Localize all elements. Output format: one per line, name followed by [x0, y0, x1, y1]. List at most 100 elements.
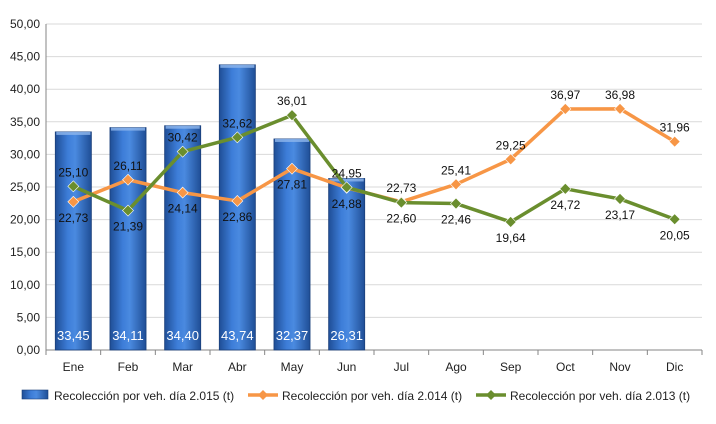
bar-value-label: 34,40 [166, 328, 199, 343]
x-tick-label: Ago [445, 360, 467, 374]
legend-item: Recolección por veh. día 2.013 (t) [476, 389, 690, 403]
y-tick-label: 20,00 [10, 213, 40, 227]
bar [328, 178, 366, 351]
data-label-2013: 22,60 [386, 212, 416, 226]
point [231, 195, 244, 207]
point [559, 182, 572, 195]
x-tick-label: Jul [394, 360, 409, 374]
line-2014 [72, 107, 676, 204]
bar-value-label: 43,74 [221, 328, 254, 343]
x-tick-label: Sep [500, 360, 522, 374]
point [176, 186, 189, 199]
data-label-2013: 22,46 [441, 213, 471, 227]
bar-highlight [56, 131, 91, 135]
bar-highlight [274, 138, 310, 142]
x-tick-label: Nov [609, 360, 630, 374]
x-tick-label: Feb [118, 360, 139, 374]
data-label-2014: 22,73 [58, 211, 88, 225]
bar [218, 64, 256, 351]
data-label-2013: 30,42 [168, 131, 198, 145]
data-label-2014: 22,73 [386, 181, 416, 195]
point [67, 180, 80, 193]
data-label-2013: 24,95 [332, 166, 362, 180]
point [286, 109, 298, 122]
data-label-2013: 20,05 [660, 228, 690, 242]
data-label-2013: 21,39 [113, 220, 143, 234]
point [340, 181, 353, 194]
gridlines [46, 23, 702, 318]
y-tick-label: 15,00 [10, 245, 40, 259]
point [176, 145, 189, 158]
data-label-2014: 24,14 [168, 202, 198, 216]
data-label-2013: 24,72 [550, 198, 580, 212]
point [504, 216, 517, 228]
point [122, 204, 134, 217]
bar-value-label: 32,37 [276, 328, 309, 343]
legend-label: Recolección por veh. día 2.014 (t) [282, 389, 462, 403]
x-tick-label: Dic [666, 360, 683, 374]
legend-marker [486, 390, 496, 400]
point [67, 195, 80, 208]
x-tick-label: Jun [337, 360, 356, 374]
bar-value-label: 34,11 [112, 328, 144, 343]
point [395, 196, 408, 209]
data-label-2013: 32,62 [222, 116, 252, 130]
data-label-2014: 31,96 [660, 121, 690, 135]
data-label-2013: 19,64 [496, 231, 526, 245]
x-tick-label: Mar [172, 360, 193, 374]
bar-value-label: 33,45 [57, 328, 90, 343]
y-tick-label: 30,00 [10, 147, 40, 161]
bar-highlight [165, 125, 200, 129]
legend-swatch [21, 389, 49, 400]
bar-series-2015 [54, 64, 366, 351]
y-tick-label: 0,00 [17, 343, 41, 357]
point [614, 193, 626, 205]
bar-highlight [220, 64, 255, 68]
data-label-2014: 22,86 [222, 210, 252, 224]
y-tick-label: 5,00 [17, 310, 41, 324]
legend-item: Recolección por veh. día 2.014 (t) [248, 389, 462, 403]
legend-item: Recolección por veh. día 2.015 (t) [21, 389, 234, 403]
point [231, 131, 244, 144]
legend-label: Recolección por veh. día 2.015 (t) [54, 389, 234, 403]
point [450, 197, 462, 210]
bar-highlight [329, 178, 364, 182]
bar [109, 127, 147, 351]
x-tick-label: Abr [228, 360, 247, 374]
line-series [67, 102, 681, 228]
y-tick-label: 35,00 [10, 115, 40, 129]
data-label-2014: 36,97 [550, 88, 580, 102]
data-label-2013: 25,10 [58, 165, 88, 179]
y-tick-label: 40,00 [10, 82, 40, 96]
x-tick-label: Oct [556, 360, 575, 374]
data-label-2014: 27,81 [277, 178, 307, 192]
point [122, 173, 134, 186]
point [614, 102, 626, 115]
data-label-2013: 23,17 [605, 208, 635, 222]
y-tick-label: 50,00 [10, 17, 40, 31]
data-label-2014: 26,11 [113, 159, 142, 173]
data-label-2013: 36,01 [277, 94, 307, 108]
y-tick-label: 25,00 [10, 180, 40, 194]
y-tick-label: 45,00 [10, 50, 40, 64]
y-axis: 0,00 5,00 10,00 15,00 20,00 25,00 30,00 35,00 40… [10, 17, 47, 357]
data-label-2014: 29,25 [496, 138, 526, 152]
data-label-2014: 36,98 [605, 88, 635, 102]
y-tick-label: 10,00 [10, 278, 40, 292]
point [668, 135, 681, 148]
point [668, 213, 681, 226]
legend: Recolección por veh. día 2.015 (t) Recole… [21, 389, 690, 403]
point [559, 103, 572, 115]
x-tick-label: May [281, 360, 304, 374]
data-labels: 33,45 34,11 34,40 43,74 32,37 26,31 22,73 25,10… [57, 88, 690, 343]
legend-label: Recolección por veh. día 2.013 (t) [510, 389, 690, 403]
point [504, 153, 517, 166]
x-axis: Ene Feb Mar Abr May Jun Jul Ago Sep Oct Nov Dic [45, 349, 703, 374]
bar-highlight [110, 127, 146, 131]
point [450, 178, 462, 191]
data-label-2014: 25,41 [441, 163, 471, 177]
data-label-2014: 24,88 [332, 197, 362, 211]
point [286, 162, 298, 175]
bar-value-label: 26,31 [330, 328, 363, 343]
